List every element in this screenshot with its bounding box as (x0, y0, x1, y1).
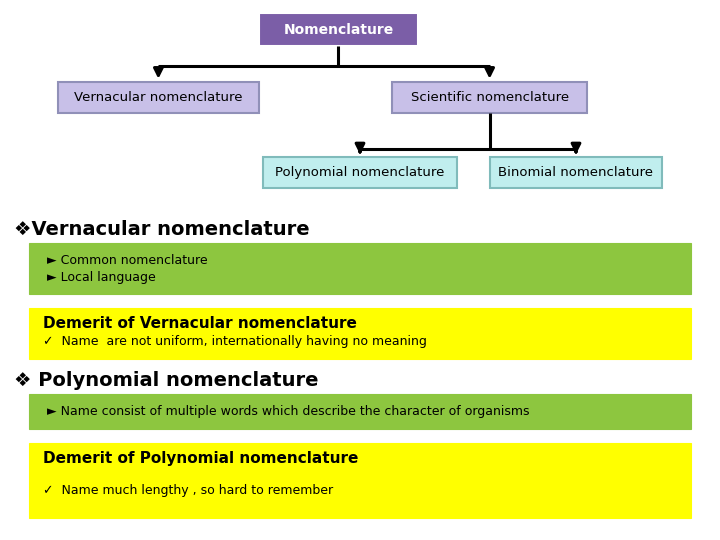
FancyBboxPatch shape (29, 308, 691, 359)
Text: ► Common nomenclature: ► Common nomenclature (47, 254, 207, 267)
FancyBboxPatch shape (29, 394, 691, 429)
Text: Vernacular nomenclature: Vernacular nomenclature (74, 91, 243, 104)
FancyBboxPatch shape (29, 243, 691, 294)
FancyBboxPatch shape (392, 82, 587, 113)
FancyBboxPatch shape (259, 13, 418, 46)
FancyBboxPatch shape (490, 157, 662, 188)
FancyBboxPatch shape (58, 82, 259, 113)
Text: Binomial nomenclature: Binomial nomenclature (498, 166, 654, 179)
Text: ❖Vernacular nomenclature: ❖Vernacular nomenclature (14, 220, 310, 239)
Text: ► Name consist of multiple words which describe the character of organisms: ► Name consist of multiple words which d… (47, 405, 529, 418)
Text: ✓  Name  are not uniform, internationally having no meaning: ✓ Name are not uniform, internationally … (43, 335, 427, 348)
Text: ► Local language: ► Local language (47, 271, 156, 284)
FancyBboxPatch shape (263, 157, 457, 188)
Text: ✓  Name much lengthy , so hard to remember: ✓ Name much lengthy , so hard to remembe… (43, 484, 333, 497)
Text: Demerit of Vernacular nomenclature: Demerit of Vernacular nomenclature (43, 316, 357, 331)
Text: Polynomial nomenclature: Polynomial nomenclature (275, 166, 445, 179)
Text: Scientific nomenclature: Scientific nomenclature (410, 91, 569, 104)
Text: Nomenclature: Nomenclature (283, 23, 394, 37)
Text: ❖ Polynomial nomenclature: ❖ Polynomial nomenclature (14, 371, 319, 390)
FancyBboxPatch shape (29, 443, 691, 518)
Text: Demerit of Polynomial nomenclature: Demerit of Polynomial nomenclature (43, 451, 359, 466)
